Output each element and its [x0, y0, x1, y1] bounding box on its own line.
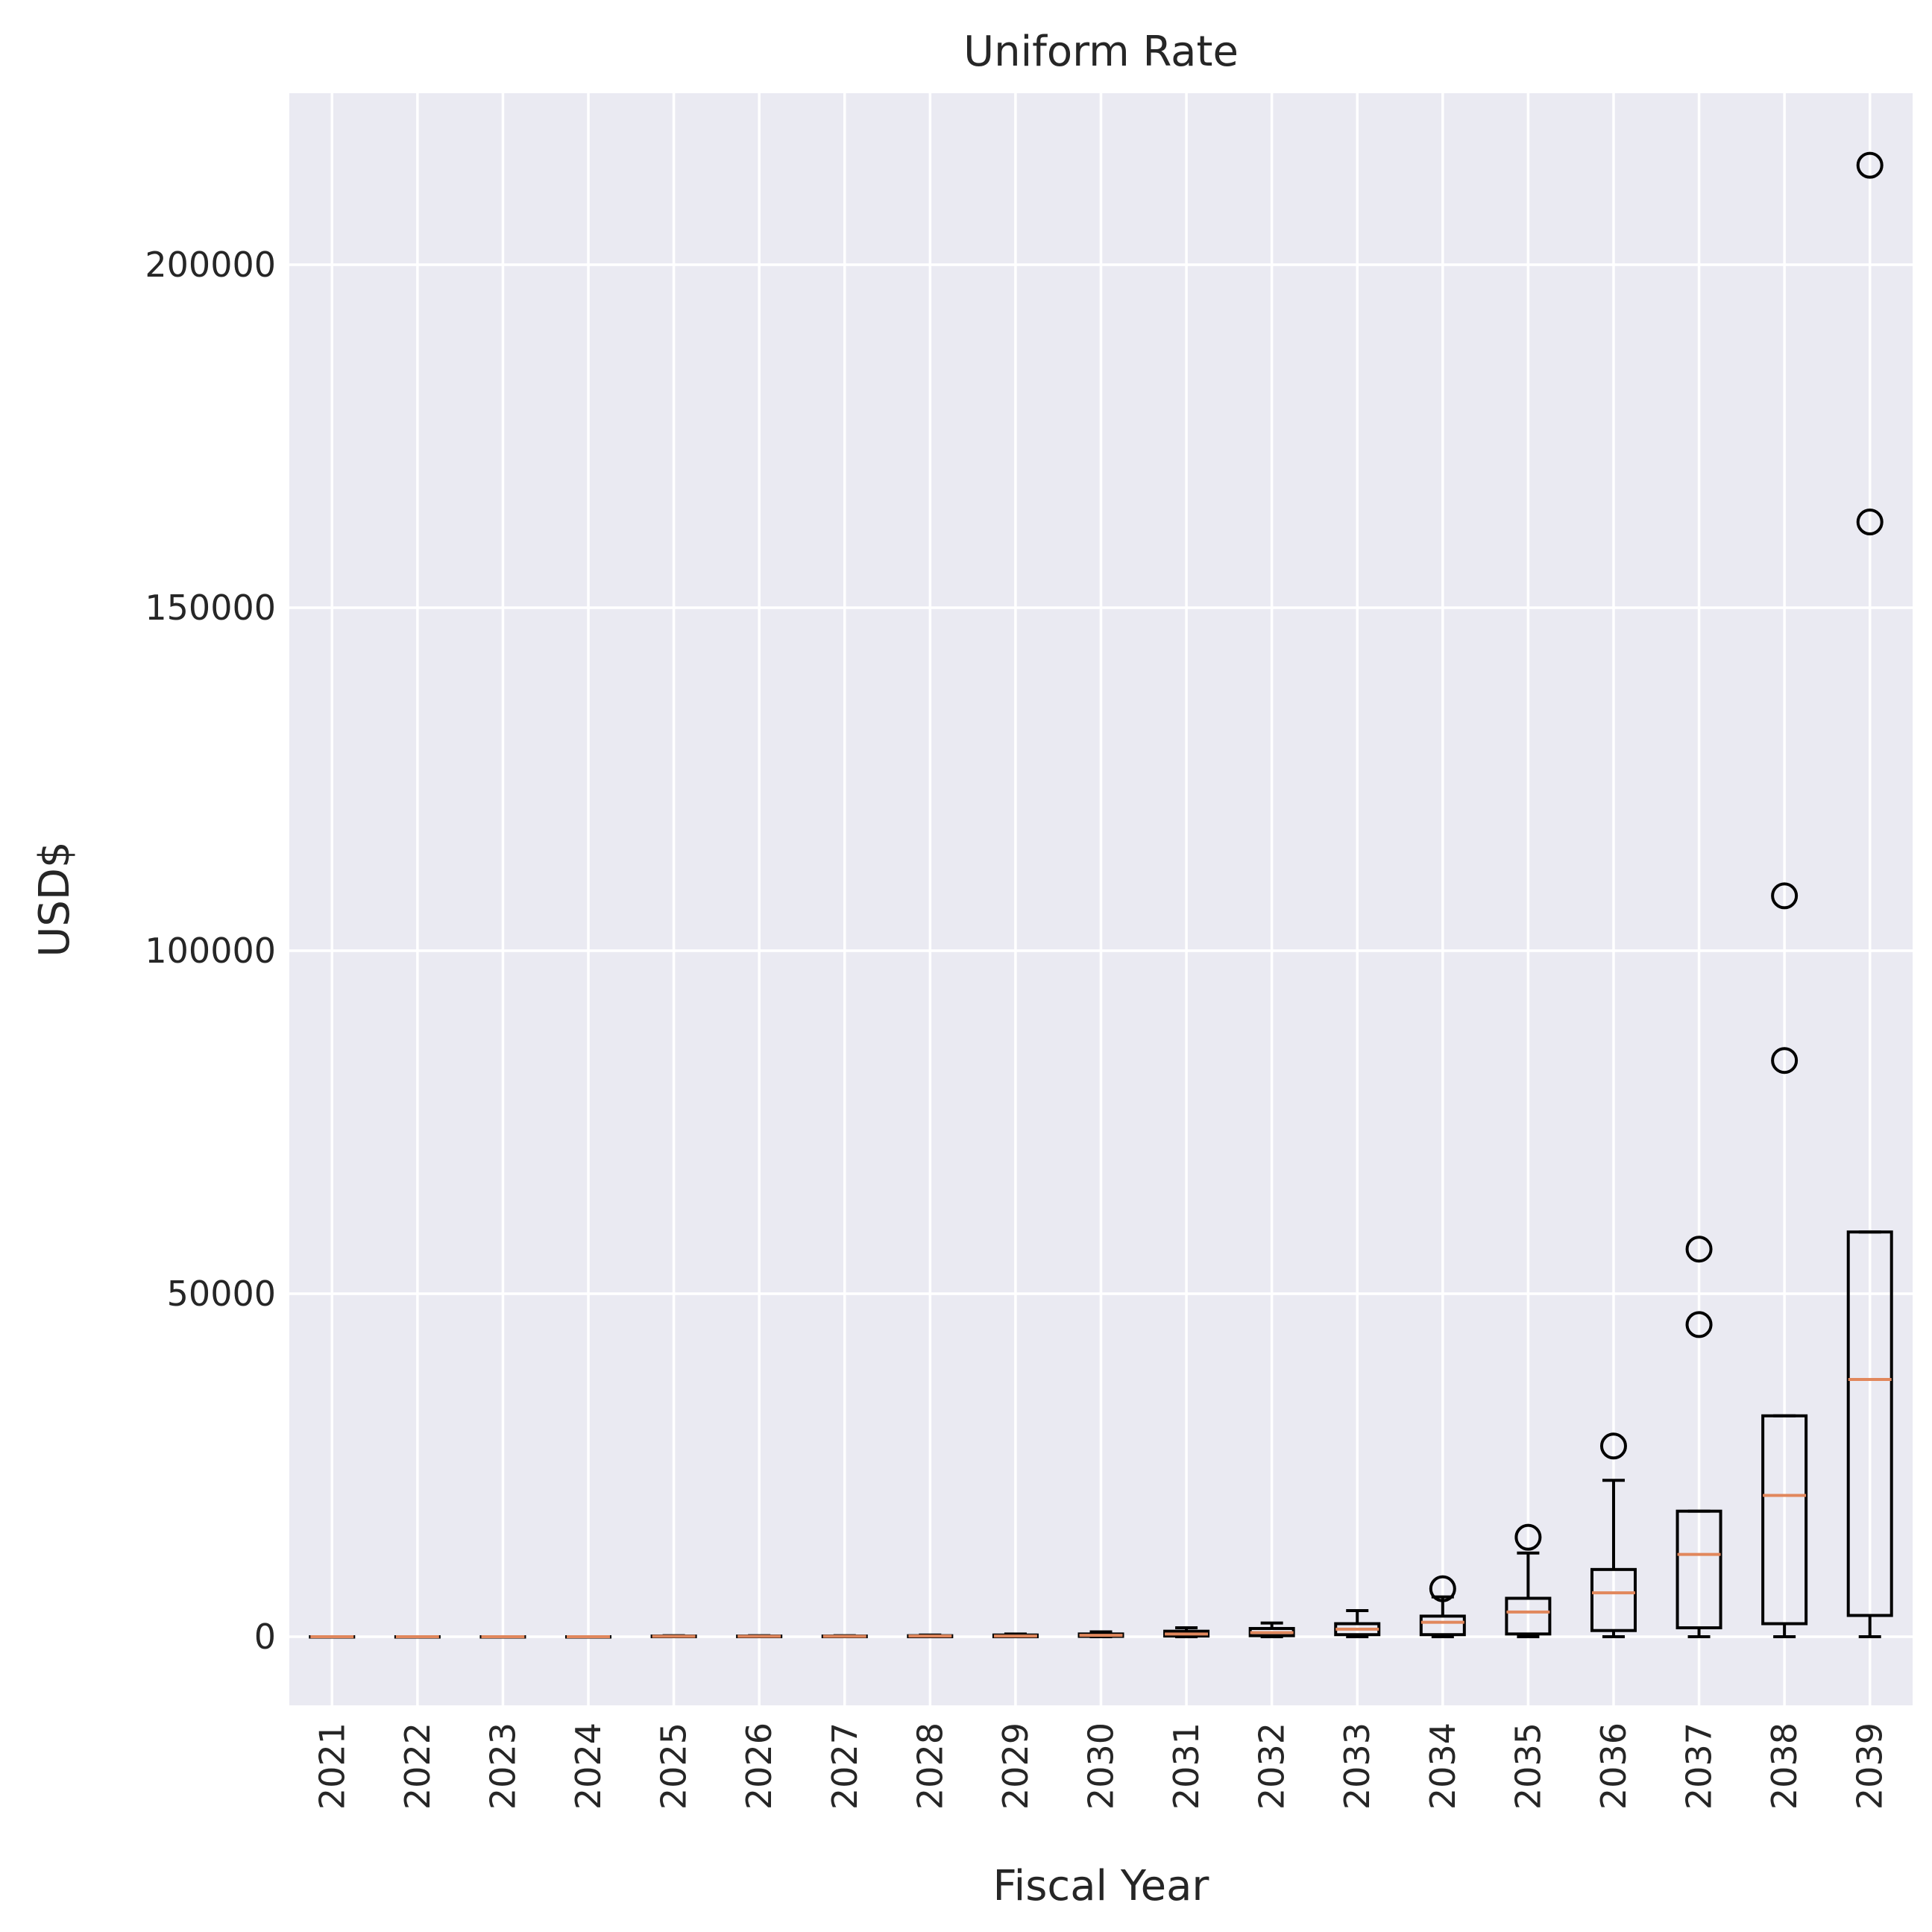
x-axis: 2021 2022 2023 2024 2025 2026 2027 2028 2029 2030… — [312, 1722, 1889, 1810]
y-axis-label: USD$ — [31, 841, 79, 957]
grid — [289, 93, 1913, 1705]
y-tick-label: 50000 — [167, 1274, 276, 1314]
box-2033 — [1334, 1609, 1381, 1638]
y-tick-label: 150000 — [145, 588, 276, 628]
box-2028 — [907, 1633, 954, 1639]
x-tick-label: 2035 — [1508, 1722, 1548, 1810]
y-tick-label: 200000 — [145, 245, 276, 285]
x-tick-label: 2023 — [482, 1722, 523, 1810]
y-axis: 0 50000 100000 150000 200000 — [145, 245, 276, 1657]
box-2026 — [736, 1634, 783, 1639]
x-tick-label: 2027 — [825, 1722, 865, 1810]
box-2029 — [992, 1632, 1039, 1638]
x-tick-label: 2033 — [1337, 1722, 1377, 1810]
box-2032 — [1248, 1621, 1295, 1638]
box-body — [1419, 1614, 1466, 1637]
outlier-point — [1685, 1236, 1713, 1263]
x-tick-label: 2022 — [397, 1722, 438, 1810]
x-tick-label: 2037 — [1679, 1722, 1719, 1810]
box-series — [309, 151, 1893, 1639]
outlier-point — [1856, 151, 1884, 179]
box-body — [1505, 1596, 1552, 1636]
x-tick-label: 2024 — [568, 1722, 608, 1810]
box-2035 — [1505, 1523, 1552, 1638]
x-tick-label: 2038 — [1764, 1722, 1804, 1810]
outlier-point — [1429, 1575, 1456, 1602]
box-2039 — [1846, 151, 1893, 1638]
x-tick-label: 2030 — [1081, 1722, 1121, 1810]
box-2031 — [1163, 1626, 1210, 1638]
outlier-point — [1771, 1047, 1799, 1074]
box-2027 — [821, 1634, 868, 1639]
outlier-point — [1771, 882, 1799, 910]
x-tick-label: 2036 — [1593, 1722, 1634, 1810]
y-tick-label: 0 — [254, 1617, 276, 1657]
y-tick-label: 100000 — [145, 931, 276, 971]
x-tick-label: 2021 — [312, 1722, 352, 1810]
box-2038 — [1761, 882, 1808, 1638]
x-tick-label: 2026 — [739, 1722, 779, 1810]
x-tick-label: 2028 — [910, 1722, 950, 1810]
x-tick-label: 2031 — [1166, 1722, 1206, 1810]
box-body — [1761, 1414, 1808, 1626]
box-body — [1846, 1230, 1893, 1617]
box-2034 — [1419, 1575, 1466, 1638]
box-2036 — [1590, 1432, 1637, 1638]
outlier-point — [1599, 1432, 1627, 1460]
x-tick-label: 2032 — [1252, 1722, 1292, 1810]
x-tick-label: 2039 — [1850, 1722, 1890, 1810]
box-2037 — [1675, 1236, 1722, 1638]
box-body — [1675, 1509, 1722, 1630]
outlier-point — [1685, 1311, 1713, 1338]
box-2025 — [650, 1634, 697, 1639]
x-tick-label: 2029 — [995, 1722, 1036, 1810]
outlier-point — [1514, 1523, 1542, 1551]
x-tick-label: 2034 — [1423, 1722, 1463, 1810]
chart-title: Uniform Rate — [963, 28, 1239, 76]
outlier-point — [1856, 509, 1884, 535]
x-tick-label: 2025 — [654, 1722, 694, 1810]
box-2030 — [1077, 1630, 1124, 1638]
x-axis-label: Fiscal Year — [993, 1862, 1210, 1910]
box-body — [1590, 1567, 1637, 1632]
